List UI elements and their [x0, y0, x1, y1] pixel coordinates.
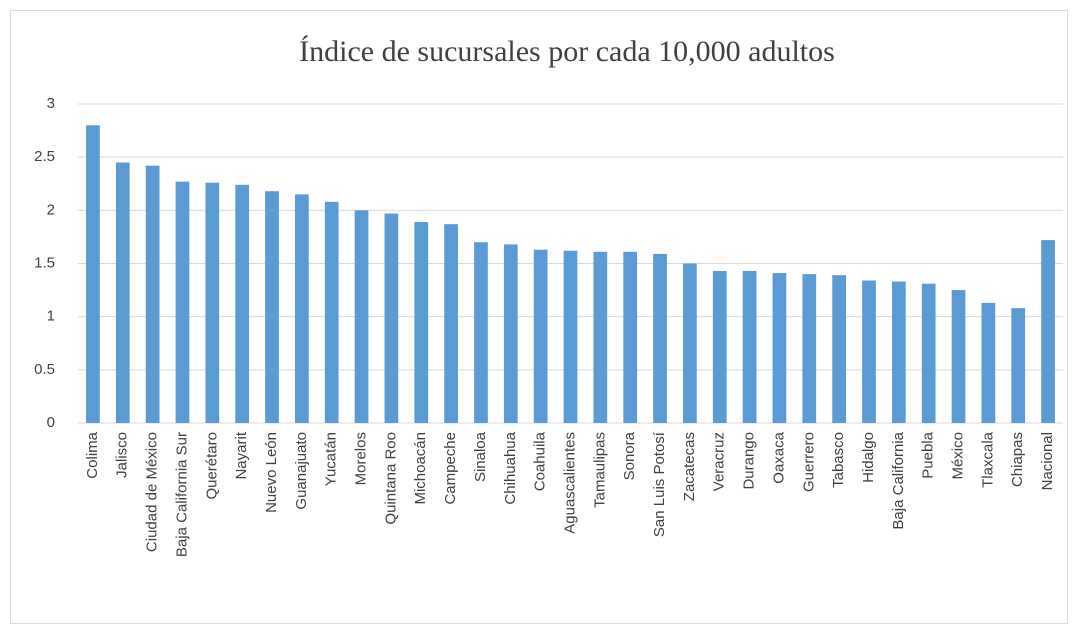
- bar: [1011, 308, 1026, 423]
- x-tick-label: Yucatán: [323, 432, 340, 486]
- bar: [593, 251, 608, 423]
- x-tick-label: Nuevo León: [263, 432, 280, 513]
- x-tick-label: Nacional: [1039, 432, 1056, 490]
- y-tick-label: 2: [47, 201, 55, 218]
- x-tick-label: Durango: [741, 432, 758, 490]
- bar: [981, 302, 996, 423]
- bar: [145, 165, 160, 423]
- x-tick-label: Veracruz: [711, 432, 728, 491]
- bar: [712, 270, 727, 423]
- x-tick-label: Querétaro: [203, 432, 220, 500]
- bar: [862, 280, 876, 423]
- x-tick-label: Tamaulipas: [591, 432, 608, 508]
- bar: [444, 224, 458, 423]
- y-tick-label: 1.5: [34, 254, 55, 271]
- bar: [414, 222, 429, 423]
- x-tick-label: Michoacán: [412, 432, 429, 505]
- x-tick-label: Sinaloa: [472, 431, 489, 482]
- bar: [951, 290, 966, 423]
- bar: [175, 181, 190, 423]
- x-tick-label: Campeche: [442, 432, 459, 505]
- bar: [832, 275, 847, 423]
- y-tick-label: 3: [47, 95, 55, 112]
- bar: [265, 191, 279, 423]
- bar: [503, 244, 518, 423]
- bar: [205, 182, 220, 423]
- y-tick-label: 0.5: [34, 361, 55, 378]
- bar: [802, 274, 817, 423]
- bar: [235, 184, 250, 423]
- bar: [533, 249, 548, 423]
- x-tick-label: Sonora: [621, 431, 638, 480]
- x-tick-label: Guerrero: [800, 432, 817, 492]
- x-tick-label: Oaxaca: [770, 431, 787, 483]
- x-tick-label: Hidalgo: [860, 432, 877, 483]
- bar: [384, 213, 399, 423]
- bar: [742, 270, 757, 423]
- bar: [354, 210, 369, 423]
- x-tick-label: Chiapas: [1009, 432, 1026, 487]
- x-tick-label: Tlaxcala: [979, 431, 996, 488]
- y-tick-label: 0: [47, 414, 55, 431]
- bar: [1041, 240, 1055, 423]
- x-tick-label: Tabasco: [830, 432, 847, 488]
- bar: [324, 201, 339, 423]
- bar: [474, 242, 488, 423]
- y-tick-label: 2.5: [34, 148, 55, 165]
- x-tick-label: Baja California Sur: [173, 432, 190, 557]
- x-tick-label: Nayarit: [233, 431, 250, 479]
- x-tick-label: Colima: [84, 431, 101, 478]
- bar: [294, 194, 309, 423]
- x-tick-label: Aguascalientes: [561, 432, 578, 534]
- x-tick-label: Coahuila: [532, 431, 549, 491]
- bar: [653, 253, 667, 423]
- bar: [683, 263, 697, 423]
- bar: [623, 251, 638, 423]
- x-tick-label: México: [949, 432, 966, 480]
- x-tick-label: Guanajuato: [293, 432, 310, 510]
- bar: [891, 281, 906, 423]
- bar: [115, 162, 130, 423]
- x-tick-label: Puebla: [920, 431, 937, 478]
- y-tick-label: 1: [47, 308, 55, 325]
- x-tick-label: Baja California: [890, 431, 907, 529]
- chart-title: Índice de sucursales por cada 10,000 adu…: [299, 35, 835, 68]
- x-tick-label: Jalisco: [114, 432, 131, 478]
- x-tick-label: Morelos: [353, 432, 370, 485]
- x-tick-label: Zacatecas: [681, 432, 698, 501]
- bar: [86, 125, 100, 424]
- x-tick-label: Ciudad de México: [144, 432, 161, 552]
- bar: [921, 283, 936, 423]
- x-tick-label: San Luis Potosí: [651, 431, 668, 537]
- x-tick-label: Chihuahua: [502, 431, 519, 504]
- bar: [772, 273, 787, 423]
- x-tick-label: Quintana Roo: [382, 432, 399, 525]
- bar: [563, 250, 578, 423]
